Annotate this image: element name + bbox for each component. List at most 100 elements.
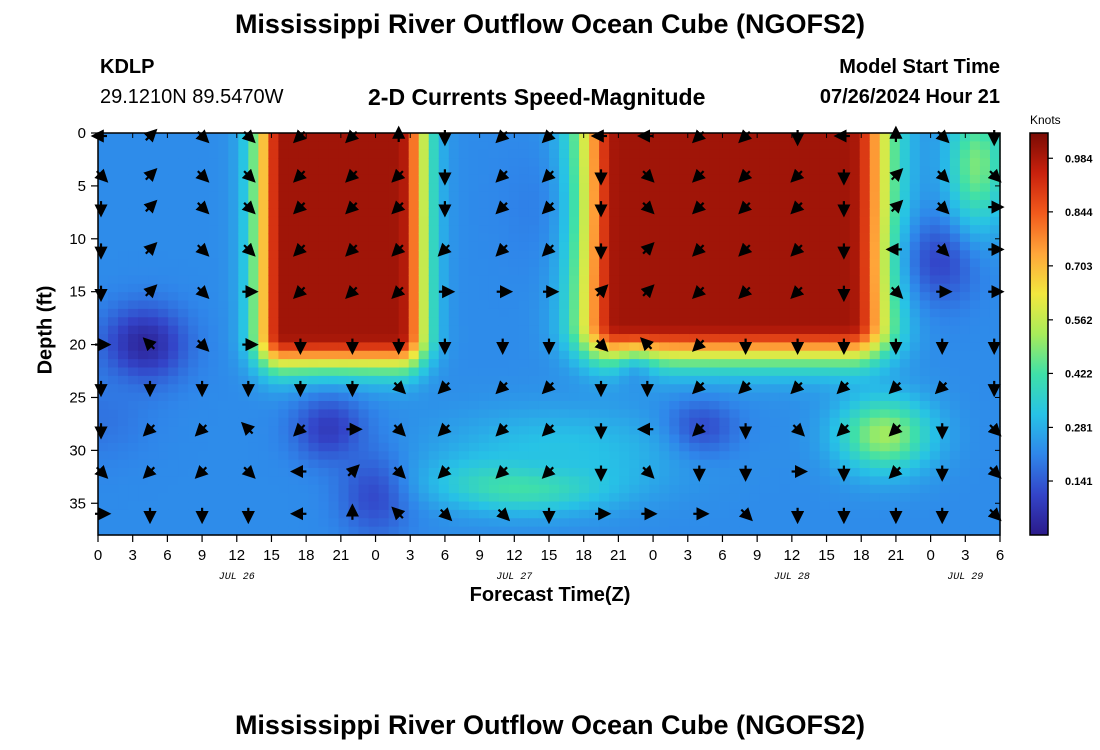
- x-tick-label: 18: [298, 547, 315, 564]
- heatmap-cell: [709, 509, 720, 519]
- heatmap-cell: [779, 250, 791, 260]
- heatmap-cell: [128, 250, 139, 260]
- heatmap-cell: [719, 392, 730, 402]
- heatmap-cell: [268, 409, 279, 419]
- heatmap-cell: [819, 401, 831, 410]
- heatmap-cell: [619, 233, 630, 243]
- heatmap-cell: [228, 308, 239, 318]
- heatmap-cell: [569, 325, 580, 335]
- heatmap-cell: [579, 493, 590, 503]
- heatmap-cell: [609, 183, 620, 193]
- heatmap-cell: [869, 518, 881, 528]
- heatmap-cell: [959, 141, 971, 151]
- heatmap-cell: [839, 451, 851, 461]
- heatmap-cell: [959, 225, 971, 235]
- heatmap-cell: [488, 468, 500, 477]
- heatmap-cell: [769, 292, 781, 302]
- heatmap-cell: [538, 501, 550, 511]
- current-arrow: [889, 199, 904, 214]
- current-arrow: [142, 337, 157, 352]
- heatmap-cell: [178, 216, 189, 226]
- heatmap-cell: [158, 442, 169, 452]
- heatmap-cell: [949, 267, 961, 276]
- heatmap-cell: [278, 233, 290, 243]
- current-arrow: [241, 168, 256, 183]
- heatmap-cell: [248, 183, 259, 193]
- heatmap-cell: [138, 476, 149, 486]
- heatmap-cell: [959, 267, 971, 276]
- heatmap-cell: [98, 225, 109, 235]
- heatmap-cell: [879, 518, 891, 528]
- heatmap-cell: [528, 334, 540, 343]
- heatmap-cell: [348, 267, 360, 276]
- current-arrow: [345, 200, 360, 215]
- heatmap-cell: [418, 258, 430, 268]
- heatmap-cell: [569, 442, 580, 452]
- heatmap-cell: [809, 216, 821, 226]
- heatmap-cell: [729, 158, 741, 168]
- heatmap-cell: [288, 409, 300, 419]
- heatmap-cell: [118, 401, 129, 410]
- heatmap-cell: [709, 468, 720, 477]
- heatmap-cell: [468, 208, 480, 218]
- heatmap-cell: [428, 526, 440, 536]
- heatmap-cell: [498, 442, 510, 452]
- heatmap-cell: [879, 267, 891, 276]
- current-arrow: [640, 284, 655, 299]
- heatmap-cell: [188, 342, 199, 352]
- heatmap-cell: [989, 225, 1001, 235]
- heatmap-cell: [559, 509, 570, 519]
- heatmap-cell: [579, 392, 590, 402]
- heatmap-cell: [208, 317, 219, 327]
- heatmap-cell: [609, 300, 620, 310]
- heatmap-cell: [879, 241, 891, 251]
- heatmap-cell: [909, 375, 921, 385]
- heatmap-cell: [288, 417, 300, 427]
- heatmap-cell: [528, 426, 540, 436]
- heatmap-cell: [328, 317, 340, 327]
- heatmap-cell: [248, 434, 259, 444]
- heatmap-cell: [599, 459, 610, 469]
- heatmap-cell: [839, 442, 851, 452]
- heatmap-cell: [438, 308, 450, 318]
- heatmap-cell: [228, 208, 239, 218]
- heatmap-cell: [118, 149, 129, 159]
- heatmap-cell: [118, 392, 129, 402]
- heatmap-cell: [869, 325, 881, 335]
- current-arrow: [143, 167, 158, 182]
- heatmap-cell: [679, 375, 690, 385]
- heatmap-cell: [589, 442, 600, 452]
- heatmap-cell: [759, 183, 771, 193]
- heatmap-cell: [428, 384, 440, 394]
- heatmap-cell: [549, 501, 560, 511]
- heatmap-cell: [428, 133, 440, 142]
- heatmap-cell: [428, 493, 440, 503]
- heatmap-cell: [589, 484, 600, 494]
- heatmap-cell: [819, 409, 831, 419]
- heatmap-cell: [579, 401, 590, 410]
- heatmap-cell: [128, 384, 139, 394]
- heatmap-cell: [348, 409, 360, 419]
- heatmap-cell: [759, 426, 771, 436]
- heatmap-cell: [508, 317, 520, 327]
- heatmap-cell: [108, 166, 119, 176]
- heatmap-cell: [448, 367, 460, 377]
- heatmap-cell: [839, 476, 851, 486]
- heatmap-cell: [208, 384, 219, 394]
- heatmap-cell: [268, 509, 279, 519]
- heatmap-cell: [859, 350, 871, 360]
- heatmap-cell: [919, 409, 931, 419]
- heatmap-cell: [188, 275, 199, 285]
- heatmap-cell: [108, 149, 119, 159]
- heatmap-cell: [629, 468, 640, 477]
- heatmap-cell: [528, 325, 540, 335]
- heatmap-cell: [589, 208, 600, 218]
- heatmap-cell: [138, 501, 149, 511]
- heatmap-cell: [218, 526, 229, 536]
- heatmap-cell: [759, 501, 771, 511]
- heatmap-cell: [368, 367, 380, 377]
- heatmap-cell: [589, 509, 600, 519]
- current-arrow: [495, 200, 510, 215]
- heatmap-cell: [108, 442, 119, 452]
- heatmap-cell: [158, 342, 169, 352]
